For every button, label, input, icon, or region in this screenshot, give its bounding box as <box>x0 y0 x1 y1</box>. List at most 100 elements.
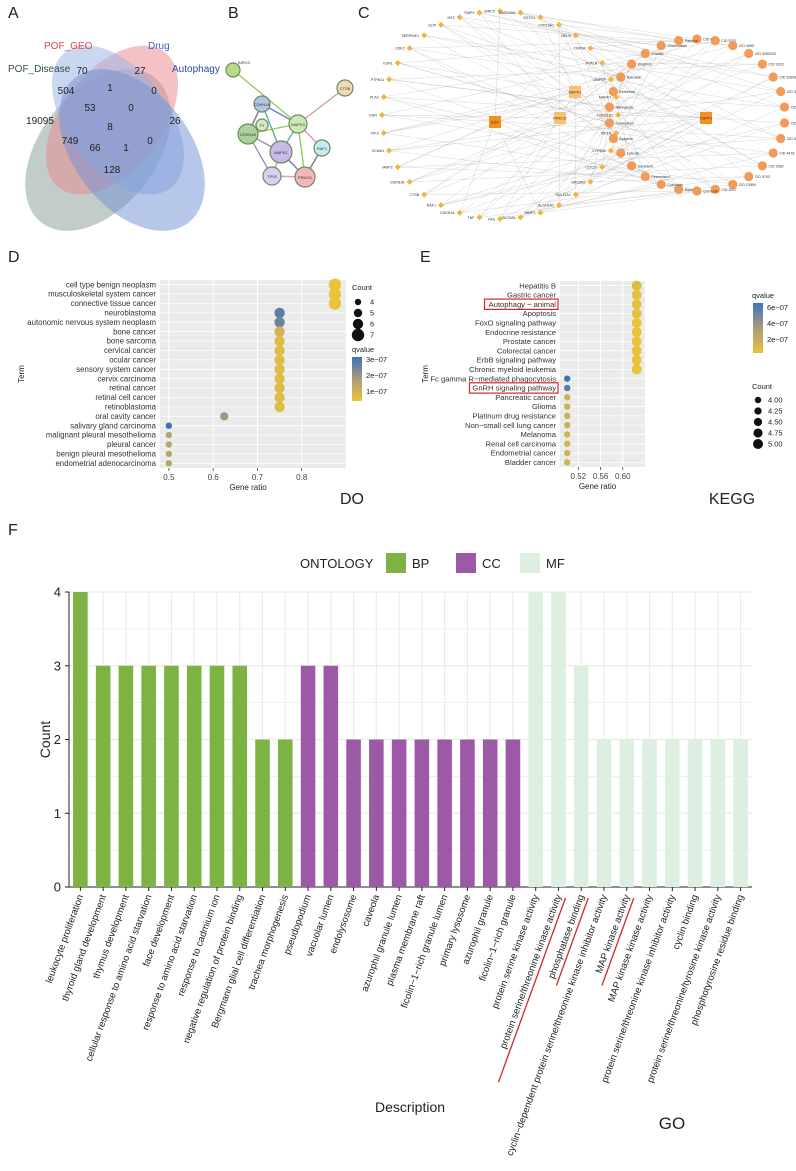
y-axis-title: Term <box>421 365 430 383</box>
network-target-node <box>394 60 401 66</box>
network-target-node <box>421 32 428 39</box>
network-edge <box>558 24 561 119</box>
network-target-label: PIK3 <box>371 132 379 136</box>
legend-count-label: 4.50 <box>768 418 783 427</box>
venn-set-label: POF_Disease <box>8 64 71 75</box>
network-target-node <box>456 209 463 216</box>
network-edge <box>590 40 716 182</box>
network-compound-label: CID 5280863 <box>779 76 796 80</box>
network-target-node <box>615 112 621 118</box>
legend-count-dot <box>753 428 763 438</box>
term-label: retinal cell cancer <box>95 393 156 402</box>
network-compound-label: Quercetin <box>703 190 719 194</box>
venn-count: 0 <box>147 136 153 147</box>
network-edge <box>499 10 610 124</box>
network-compound-label: CID 4595 <box>739 44 754 48</box>
network-hub-label: PRKCD <box>553 117 567 121</box>
term-label: endometrial adenocarcinoma <box>55 459 156 468</box>
network-edge <box>574 91 577 195</box>
network-target-label: ALDH1A2 <box>538 204 554 208</box>
network-edge <box>459 17 621 154</box>
bar <box>95 665 111 887</box>
ppi-node <box>288 114 308 134</box>
legend-qvalue-label: 2e−07 <box>366 371 387 380</box>
network-target-node <box>421 191 428 198</box>
network-edge <box>381 114 621 154</box>
data-point <box>631 280 642 291</box>
network-hub-label: EGF <box>491 121 499 125</box>
network-target-node <box>556 202 562 209</box>
network-target-node <box>438 21 444 28</box>
network-compound-label: Rutin <box>685 188 693 192</box>
data-point <box>274 345 285 356</box>
network-target-node <box>379 112 385 118</box>
venn-count: 8 <box>107 122 113 133</box>
network-edge <box>383 132 733 185</box>
network-compound-label: CID 3037 <box>721 188 736 192</box>
underline-highlight <box>601 897 635 986</box>
ppi-node <box>225 62 241 78</box>
network-edge <box>424 35 621 78</box>
network-edge <box>440 24 707 119</box>
data-point <box>274 373 285 384</box>
ppi-node-label: MAPK1 <box>274 150 288 155</box>
y-tick-label: 2 <box>54 732 61 747</box>
x-tick-label: 0.56 <box>593 472 609 481</box>
data-point <box>274 326 285 337</box>
bar <box>255 739 270 887</box>
bar <box>551 592 566 887</box>
network-compound-label: CID 6918 <box>791 121 796 125</box>
x-tick-label: 0.7 <box>252 473 264 482</box>
network-edge <box>602 62 610 108</box>
data-point <box>274 392 285 403</box>
do-dotplot: cell type benign neoplasmmusculoskeletal… <box>17 278 387 508</box>
network-compound-label: Kaempferol <box>615 121 634 125</box>
term-label: Prostate cancer <box>503 337 557 346</box>
network-target-label: MAPK7 <box>599 95 611 99</box>
network-edge <box>558 24 733 46</box>
network-edge <box>381 114 561 119</box>
network-edge <box>424 190 698 195</box>
y-axis-title: Count <box>37 721 53 758</box>
plot-background <box>560 281 645 467</box>
network-edge <box>575 38 698 195</box>
network-target-label: PLA2 <box>370 95 379 99</box>
panel-tag: DO <box>340 491 364 508</box>
legend-count-dot <box>351 328 365 342</box>
network-compound-label: Curcumin <box>667 183 682 187</box>
venn-count: 0 <box>151 86 157 97</box>
network-hub-node <box>489 116 501 128</box>
term-label: Hepatitis B <box>519 281 556 290</box>
network-target-label: BIRC5 <box>484 10 495 14</box>
network-edge <box>459 17 576 93</box>
legend-count-dot <box>352 318 364 330</box>
network-target-node <box>572 191 579 198</box>
network-edge <box>409 117 561 183</box>
legend-swatch <box>520 553 540 573</box>
network-target-label: VCAM1 <box>372 149 384 153</box>
network-edge <box>479 184 733 218</box>
legend-count-label: 4.25 <box>768 407 783 416</box>
x-axis-title: Description <box>375 1099 445 1115</box>
term-label: cell type benign neoplasm <box>66 280 156 289</box>
data-point <box>564 394 571 401</box>
bar <box>665 739 680 887</box>
data-point <box>165 441 173 448</box>
data-point <box>274 354 285 366</box>
network-compound-node <box>656 40 666 51</box>
network-target-node <box>406 178 413 185</box>
term-label: Renal cell carcinoma <box>486 439 557 448</box>
data-point <box>274 335 285 347</box>
network-edge <box>617 53 749 116</box>
data-point <box>165 431 173 439</box>
network-target-label: TIMP1 <box>464 11 475 15</box>
network-edge <box>389 79 707 119</box>
term-highlight-box <box>468 382 559 394</box>
term-label: cervical cancer <box>104 346 156 355</box>
network-edge <box>590 117 707 183</box>
x-axis-title: Gene ratio <box>579 482 617 491</box>
data-point <box>328 278 342 291</box>
term-label: oral cavity cancer <box>95 412 156 421</box>
network-edge <box>616 96 785 108</box>
term-label: Endocrine resistance <box>485 328 556 337</box>
